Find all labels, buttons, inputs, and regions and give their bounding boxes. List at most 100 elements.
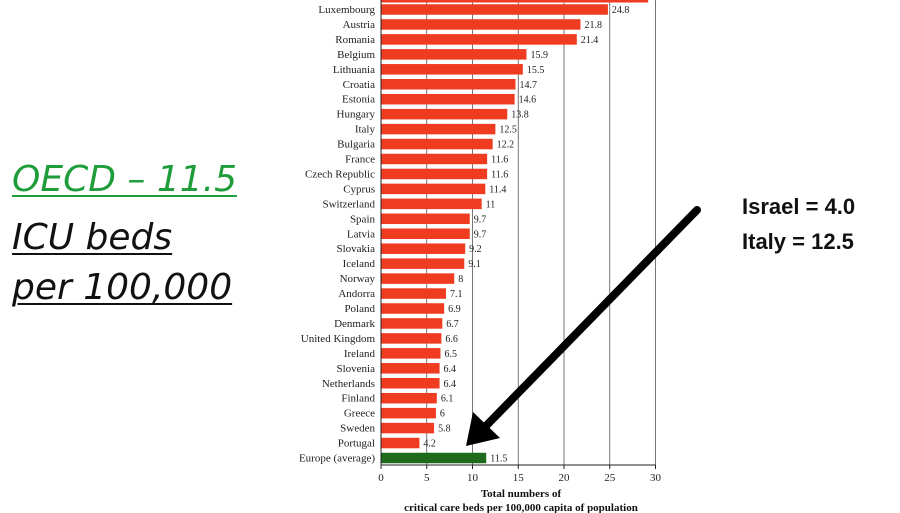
category-label: United Kingdom	[301, 333, 376, 345]
value-label: 6.6	[445, 334, 458, 345]
x-axis-title-line2: critical care beds per 100,000 capita of…	[404, 502, 638, 513]
x-tick-label: 20	[559, 472, 571, 484]
italy-annotation: Italy = 12.5	[742, 229, 854, 254]
value-label: 12.5	[499, 125, 517, 136]
bar	[381, 303, 445, 314]
value-label: 21.4	[581, 35, 599, 46]
category-label: Czech Republic	[305, 168, 375, 180]
category-label: Finland	[341, 393, 375, 405]
bar	[381, 4, 608, 15]
value-label: 21.8	[584, 20, 602, 31]
bar	[381, 183, 486, 195]
bar	[381, 34, 577, 45]
bar	[381, 168, 488, 180]
value-label: 24.8	[612, 5, 630, 16]
value-label: 15.5	[527, 65, 545, 76]
bar	[381, 363, 440, 374]
category-label: Iceland	[343, 258, 376, 270]
category-label: Portugal	[338, 438, 375, 450]
x-tick-label: 0	[378, 472, 384, 484]
category-label: Europe (average)	[299, 453, 375, 465]
value-label: 6.1	[441, 394, 454, 405]
value-label: 9.1	[468, 259, 481, 270]
category-label: Bulgaria	[337, 139, 375, 151]
category-label: Hungary	[337, 109, 376, 121]
value-label: 14.6	[519, 95, 537, 106]
category-label: Slovenia	[337, 363, 376, 375]
value-label: 11.6	[491, 155, 508, 166]
value-label: 9.2	[469, 244, 482, 255]
bar	[381, 452, 487, 464]
value-label: 5.8	[438, 424, 451, 435]
value-label: 6	[440, 409, 445, 420]
bar	[381, 138, 493, 150]
value-label: 9.7	[474, 214, 487, 225]
value-label: 11	[486, 199, 496, 210]
category-label: Andorra	[338, 288, 375, 300]
value-label: 7.1	[450, 289, 463, 300]
category-label: Sweden	[340, 423, 375, 435]
bar	[381, 79, 516, 90]
value-label: 11.4	[489, 184, 506, 195]
category-label: Switzerland	[322, 198, 375, 210]
value-label: 6.4	[444, 379, 457, 390]
value-label: 6.7	[446, 319, 459, 330]
x-tick-label: 30	[650, 472, 662, 484]
value-label: 4.2	[423, 439, 436, 450]
bar	[381, 213, 470, 225]
bar	[381, 49, 527, 60]
category-label: Slovakia	[337, 243, 376, 255]
category-label: France	[345, 154, 375, 166]
value-label: 6.4	[444, 364, 457, 375]
bar	[381, 258, 465, 269]
x-tick-label: 5	[424, 472, 430, 484]
bar	[381, 333, 442, 344]
value-label: 14.7	[520, 80, 538, 91]
bar	[381, 108, 508, 120]
per-100000-text: per 100,000	[12, 267, 233, 308]
category-label: Netherlands	[322, 378, 375, 390]
bar	[381, 318, 443, 329]
value-label: 11.6	[491, 169, 508, 180]
category-label: Croatia	[343, 79, 375, 91]
category-label: Italy	[355, 124, 376, 136]
category-label: Greece	[344, 408, 375, 420]
category-label: Austria	[343, 19, 376, 31]
category-label: Romania	[335, 34, 375, 46]
category-label: Luxembourg	[318, 4, 375, 16]
value-label: 15.9	[530, 50, 548, 61]
bar	[381, 123, 496, 135]
value-label: 6.5	[444, 349, 457, 360]
category-label: Cyprus	[343, 183, 375, 195]
value-label: 12.2	[497, 140, 515, 151]
value-label: 13.8	[511, 110, 529, 121]
x-axis-title: Total numbers of	[481, 488, 562, 500]
x-tick-label: 25	[604, 472, 616, 484]
bar-cropped-top	[381, 0, 649, 3]
value-label: 11.5	[490, 454, 507, 465]
category-label: Norway	[340, 273, 376, 285]
bar	[381, 64, 523, 75]
value-label: 9.7	[474, 229, 487, 240]
value-label: 8	[458, 274, 463, 285]
bar	[381, 153, 488, 165]
bar	[381, 407, 436, 419]
bar	[381, 198, 482, 210]
bar	[381, 228, 470, 239]
x-tick-label: 15	[513, 472, 525, 484]
icu-beds-text: ICU beds	[12, 217, 173, 258]
category-label: Estonia	[342, 94, 375, 106]
category-label: Denmark	[334, 318, 375, 330]
value-label: 6.9	[448, 304, 461, 315]
x-tick-label: 10	[467, 472, 479, 484]
annotation-arrow-shaft	[478, 206, 701, 434]
category-label: Poland	[344, 303, 375, 315]
bar	[381, 19, 581, 30]
bar	[381, 437, 420, 449]
bar	[381, 422, 435, 434]
bar	[381, 288, 446, 299]
category-label: Ireland	[344, 348, 376, 360]
bar	[381, 243, 466, 254]
bar	[381, 378, 440, 389]
